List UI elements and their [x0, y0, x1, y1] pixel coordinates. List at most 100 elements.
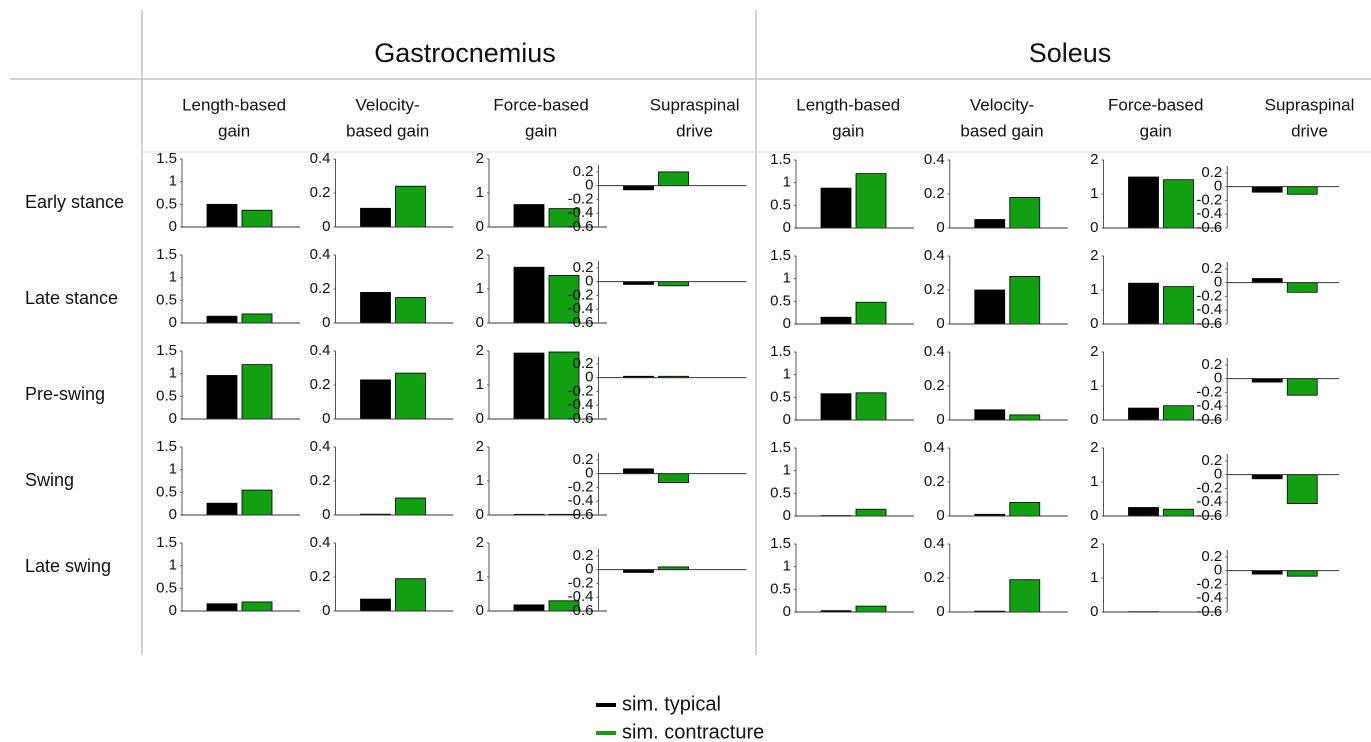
y-tick-label: -0.4 — [1196, 397, 1222, 414]
y-tick-label: 0 — [936, 507, 944, 524]
bar — [360, 598, 391, 612]
bar — [974, 289, 1006, 325]
y-tick-label: -0.2 — [1196, 575, 1222, 592]
y-tick-label: 0.5 — [156, 387, 177, 404]
y-tick-label: 0 — [1090, 411, 1098, 428]
bar — [1009, 414, 1041, 421]
y-tick-label: 1.5 — [156, 150, 177, 167]
y-tick-label: 1.5 — [770, 247, 791, 264]
bar — [548, 274, 580, 324]
y-tick-label: -0.2 — [1196, 287, 1222, 304]
y-tick-label: 1 — [169, 461, 177, 478]
y-tick-label: 0.2 — [310, 184, 331, 201]
y-tick-label: -0.2 — [568, 574, 594, 591]
bar — [395, 372, 426, 420]
bar — [241, 313, 273, 324]
phase-label: Late swing — [25, 556, 111, 576]
y-tick-label: 0.5 — [770, 388, 791, 405]
phase-label: Swing — [25, 470, 74, 490]
y-tick-label: 1 — [169, 269, 177, 286]
y-tick-label: -0.6 — [1196, 315, 1222, 332]
y-tick-label: -0.6 — [568, 410, 594, 427]
y-tick-label: -0.6 — [568, 218, 594, 235]
column-header: Length-based — [796, 95, 900, 114]
bar — [820, 393, 852, 421]
y-tick-label: 2 — [476, 342, 484, 359]
column-header: based gain — [346, 121, 429, 140]
y-tick-label: -0.2 — [1196, 191, 1222, 208]
bar — [360, 291, 391, 324]
y-tick-label: -0.2 — [568, 382, 594, 399]
bar — [206, 603, 238, 612]
y-tick-label: 0.4 — [310, 246, 331, 263]
y-tick-label: 0.2 — [924, 473, 945, 490]
bar — [1163, 286, 1194, 325]
bar — [513, 266, 545, 324]
y-tick-label: 0.2 — [573, 547, 594, 564]
bar — [820, 316, 852, 325]
y-tick-label: -0.4 — [568, 396, 594, 413]
bar — [820, 187, 852, 229]
legend-label: sim. typical — [622, 693, 721, 715]
y-tick-label: 0 — [322, 218, 330, 235]
column-header: gain — [832, 121, 864, 140]
y-tick-label: 1 — [169, 173, 177, 190]
bar — [360, 207, 391, 228]
y-tick-label: 0 — [936, 411, 944, 428]
y-tick-label: 1 — [1090, 377, 1098, 394]
y-tick-label: 0 — [585, 465, 593, 482]
bar — [658, 473, 689, 484]
y-tick-label: 1 — [1090, 281, 1098, 298]
y-tick-label: 1 — [476, 184, 484, 201]
bar — [1286, 282, 1318, 293]
y-tick-label: 0.2 — [573, 355, 594, 372]
y-tick-label: -0.6 — [568, 506, 594, 523]
bar — [513, 604, 545, 612]
bar — [855, 605, 887, 613]
y-tick-label: 2 — [1090, 151, 1098, 168]
bar — [1251, 378, 1283, 383]
y-tick-label: 1 — [476, 568, 484, 585]
y-tick-label: 0.5 — [770, 196, 791, 213]
bar — [974, 219, 1006, 229]
y-tick-label: 1.5 — [770, 343, 791, 360]
y-tick-label: 0 — [476, 410, 484, 427]
y-tick-label: 1 — [783, 174, 791, 191]
bar — [855, 508, 887, 517]
bar — [241, 364, 273, 420]
bar — [623, 468, 654, 475]
bar — [395, 497, 426, 516]
column-header: Supraspinal — [650, 95, 740, 114]
y-tick-label: 0 — [1214, 466, 1222, 483]
y-tick-label: 2 — [1090, 535, 1098, 552]
y-tick-label: 0.5 — [156, 195, 177, 212]
column-header: drive — [676, 121, 713, 140]
y-tick-label: 0 — [169, 410, 177, 427]
y-tick-label: 0.2 — [310, 376, 331, 393]
bar — [1251, 570, 1283, 575]
y-tick-label: 0 — [1214, 178, 1222, 195]
y-tick-label: 1 — [169, 557, 177, 574]
y-tick-label: 0 — [585, 273, 593, 290]
bar — [658, 171, 689, 187]
column-header: gain — [525, 121, 557, 140]
y-tick-label: 1.5 — [770, 535, 791, 552]
bar — [206, 203, 238, 228]
y-tick-label: 1 — [783, 558, 791, 575]
y-tick-label: 0 — [1214, 562, 1222, 579]
y-tick-label: -0.4 — [1196, 493, 1222, 510]
y-tick-label: 0 — [1090, 315, 1098, 332]
y-tick-label: 0.2 — [924, 377, 945, 394]
y-tick-label: -0.6 — [568, 314, 594, 331]
y-tick-label: 0 — [169, 506, 177, 523]
y-tick-label: 0 — [476, 314, 484, 331]
y-tick-label: 0 — [783, 411, 791, 428]
y-tick-label: 0.2 — [573, 259, 594, 276]
bar — [974, 409, 1006, 421]
bar — [206, 502, 238, 516]
bar — [1251, 278, 1283, 284]
y-tick-label: 1.5 — [156, 342, 177, 359]
y-tick-label: 1 — [1090, 569, 1098, 586]
y-tick-label: 0 — [1214, 274, 1222, 291]
y-tick-label: 0.2 — [310, 568, 331, 585]
